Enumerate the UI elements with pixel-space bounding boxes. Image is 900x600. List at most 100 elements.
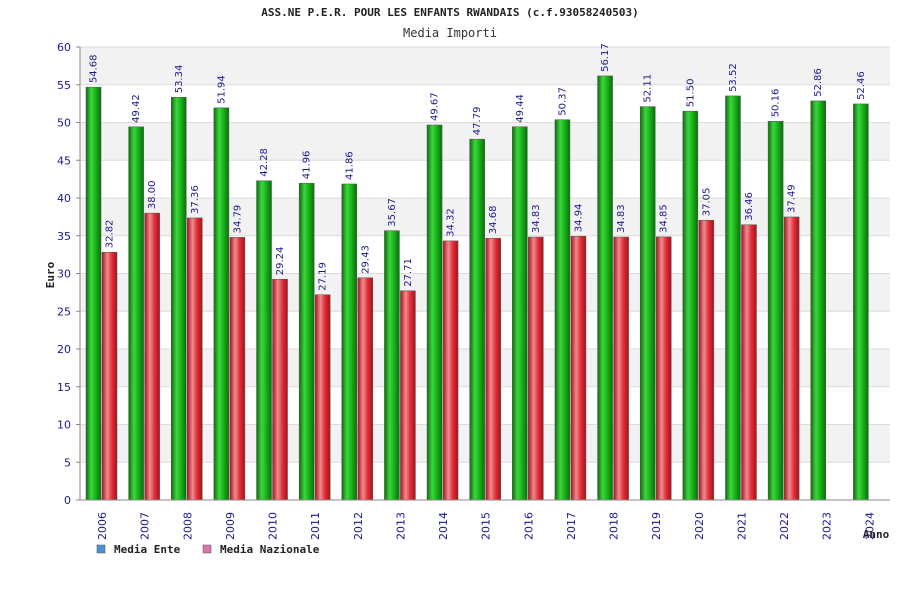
bar-media-ente xyxy=(426,124,443,501)
data-label: 34.83 xyxy=(531,204,542,233)
x-tick-label: 2017 xyxy=(565,512,578,540)
bar-media-nazionale xyxy=(272,278,288,501)
data-label: 52.86 xyxy=(813,68,824,97)
bar-media-nazionale xyxy=(229,237,246,501)
y-tick-label: 30 xyxy=(57,268,71,281)
bar-media-nazionale xyxy=(101,251,118,501)
bar-media-ente xyxy=(341,183,358,501)
x-tick-label: 2021 xyxy=(735,512,748,540)
bar-media-ente xyxy=(810,100,826,501)
x-tick-label: 2023 xyxy=(821,512,834,540)
bar-media-ente xyxy=(767,121,784,501)
legend-swatch xyxy=(96,544,106,554)
chart-title: ASS.NE P.E.R. POUR LES ENFANTS RWANDAIS … xyxy=(261,6,639,19)
chart-subtitle: Media Importi xyxy=(403,26,497,40)
y-axis-label: Euro xyxy=(44,261,57,288)
bar-media-ente xyxy=(725,95,741,501)
data-label: 49.44 xyxy=(515,94,526,123)
y-tick-label: 40 xyxy=(57,192,71,205)
bar-media-nazionale xyxy=(144,212,160,501)
y-tick-label: 25 xyxy=(57,305,71,318)
bar-media-nazionale xyxy=(400,290,416,501)
data-label: 37.36 xyxy=(190,185,201,214)
bars-group xyxy=(85,75,869,501)
y-tick-label: 55 xyxy=(57,79,71,92)
y-axis-ticks: 0 5 10 15 20 25 30 35 40 45 50 55 60 xyxy=(57,41,80,507)
data-labels-group: 54.68 32.82 49.42 38.00 53.34 37.36 51.94 34.79… xyxy=(89,43,867,290)
data-label: 41.86 xyxy=(344,151,355,180)
bar-media-ente xyxy=(85,86,102,501)
data-label: 42.28 xyxy=(259,148,270,177)
data-label: 27.71 xyxy=(403,258,414,287)
x-tick-label: 2009 xyxy=(224,512,237,540)
y-tick-label: 35 xyxy=(57,230,71,243)
x-tick-label: 2019 xyxy=(650,512,663,540)
bar-media-ente xyxy=(171,97,187,501)
x-tick-label: 2011 xyxy=(309,512,322,540)
data-label: 34.32 xyxy=(446,208,457,237)
bar-media-ente xyxy=(128,126,144,501)
y-tick-label: 60 xyxy=(57,41,71,54)
bar-media-nazionale xyxy=(613,236,629,501)
bar-media-nazionale xyxy=(655,236,672,501)
bar-media-ente xyxy=(213,107,230,501)
x-tick-label: 2016 xyxy=(522,512,535,540)
bar-media-nazionale xyxy=(570,235,587,501)
data-label: 52.46 xyxy=(856,71,867,100)
data-label: 29.24 xyxy=(275,247,286,276)
bar-media-ente xyxy=(298,182,315,501)
bar-media-nazionale xyxy=(783,216,800,501)
bar-media-nazionale xyxy=(187,217,203,501)
bar-media-nazionale xyxy=(485,237,501,501)
y-tick-label: 50 xyxy=(57,117,71,130)
data-label: 35.67 xyxy=(387,198,398,227)
data-label: 52.11 xyxy=(643,74,654,103)
data-label: 54.68 xyxy=(89,55,100,84)
y-tick-label: 15 xyxy=(57,381,71,394)
data-label: 37.49 xyxy=(787,184,798,213)
y-tick-label: 20 xyxy=(57,343,71,356)
x-tick-label: 2008 xyxy=(181,512,194,540)
data-label: 41.96 xyxy=(302,151,313,180)
grid-band xyxy=(80,84,890,123)
bar-media-ente xyxy=(597,75,613,501)
x-axis-label: Anno xyxy=(863,528,890,541)
y-tick-label: 10 xyxy=(57,419,71,432)
data-label: 53.52 xyxy=(728,63,739,92)
x-axis-ticks: 2006 2007 2008 2009 2010 2011 2012 2013 2014 2015… xyxy=(96,512,876,540)
legend-label: Media Ente xyxy=(114,543,181,556)
y-tick-label: 5 xyxy=(64,456,71,469)
data-label: 47.79 xyxy=(472,107,483,136)
bar-media-ente xyxy=(682,110,699,501)
bar-media-nazionale xyxy=(741,224,757,501)
bar-media-ente xyxy=(256,180,272,501)
x-tick-label: 2015 xyxy=(480,512,493,540)
bar-media-nazionale xyxy=(314,294,331,501)
data-label: 50.37 xyxy=(557,87,568,116)
data-label: 50.16 xyxy=(771,89,782,118)
data-label: 29.43 xyxy=(360,245,371,274)
bar-media-nazionale xyxy=(528,236,544,501)
legend-label: Media Nazionale xyxy=(220,543,320,556)
data-label: 56.17 xyxy=(600,43,611,72)
bar-media-nazionale xyxy=(442,240,459,501)
data-label: 27.19 xyxy=(318,262,329,291)
bar-media-ente xyxy=(853,103,869,501)
x-tick-label: 2013 xyxy=(394,512,407,540)
bar-media-ente xyxy=(384,230,400,501)
x-tick-label: 2010 xyxy=(267,512,280,540)
bar-media-ente xyxy=(639,106,656,501)
bar-media-ente xyxy=(469,138,485,501)
data-label: 32.82 xyxy=(105,220,116,249)
legend-swatch xyxy=(202,544,212,554)
data-label: 37.05 xyxy=(701,188,712,217)
x-tick-label: 2014 xyxy=(437,512,450,540)
y-tick-label: 45 xyxy=(57,154,71,167)
x-tick-label: 2006 xyxy=(96,512,109,540)
data-label: 51.50 xyxy=(685,79,696,108)
bar-media-ente xyxy=(512,126,528,501)
data-label: 34.79 xyxy=(232,205,243,234)
x-tick-label: 2024 xyxy=(863,512,876,540)
